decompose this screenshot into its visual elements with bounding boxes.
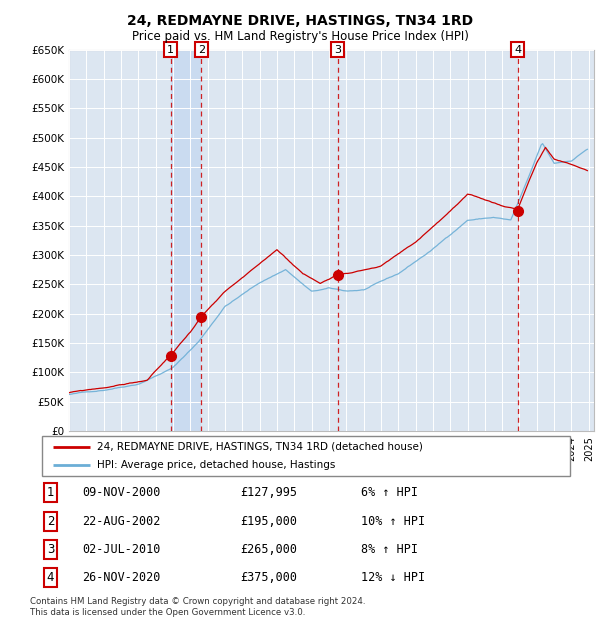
Text: 12% ↓ HPI: 12% ↓ HPI xyxy=(361,572,425,585)
Text: 24, REDMAYNE DRIVE, HASTINGS, TN34 1RD (detached house): 24, REDMAYNE DRIVE, HASTINGS, TN34 1RD (… xyxy=(97,441,424,452)
Text: 09-NOV-2000: 09-NOV-2000 xyxy=(82,486,161,499)
FancyBboxPatch shape xyxy=(42,436,570,476)
Text: 3: 3 xyxy=(47,543,54,556)
Text: Price paid vs. HM Land Registry's House Price Index (HPI): Price paid vs. HM Land Registry's House … xyxy=(131,30,469,43)
Text: 3: 3 xyxy=(334,45,341,55)
Text: 02-JUL-2010: 02-JUL-2010 xyxy=(82,543,161,556)
Text: 8% ↑ HPI: 8% ↑ HPI xyxy=(361,543,418,556)
Text: £127,995: £127,995 xyxy=(240,486,297,499)
Text: HPI: Average price, detached house, Hastings: HPI: Average price, detached house, Hast… xyxy=(97,460,336,471)
Text: 2: 2 xyxy=(198,45,205,55)
Text: 6% ↑ HPI: 6% ↑ HPI xyxy=(361,486,418,499)
Text: 1: 1 xyxy=(167,45,174,55)
Text: 4: 4 xyxy=(47,572,54,585)
Text: 1: 1 xyxy=(47,486,54,499)
Text: 10% ↑ HPI: 10% ↑ HPI xyxy=(361,515,425,528)
Text: 22-AUG-2002: 22-AUG-2002 xyxy=(82,515,161,528)
Text: 2: 2 xyxy=(47,515,54,528)
Text: £375,000: £375,000 xyxy=(240,572,297,585)
Text: 26-NOV-2020: 26-NOV-2020 xyxy=(82,572,161,585)
Text: 24, REDMAYNE DRIVE, HASTINGS, TN34 1RD: 24, REDMAYNE DRIVE, HASTINGS, TN34 1RD xyxy=(127,14,473,28)
Bar xyxy=(170,50,202,431)
Text: £195,000: £195,000 xyxy=(240,515,297,528)
Text: Contains HM Land Registry data © Crown copyright and database right 2024.
This d: Contains HM Land Registry data © Crown c… xyxy=(30,598,365,617)
Text: 4: 4 xyxy=(514,45,521,55)
Text: £265,000: £265,000 xyxy=(240,543,297,556)
